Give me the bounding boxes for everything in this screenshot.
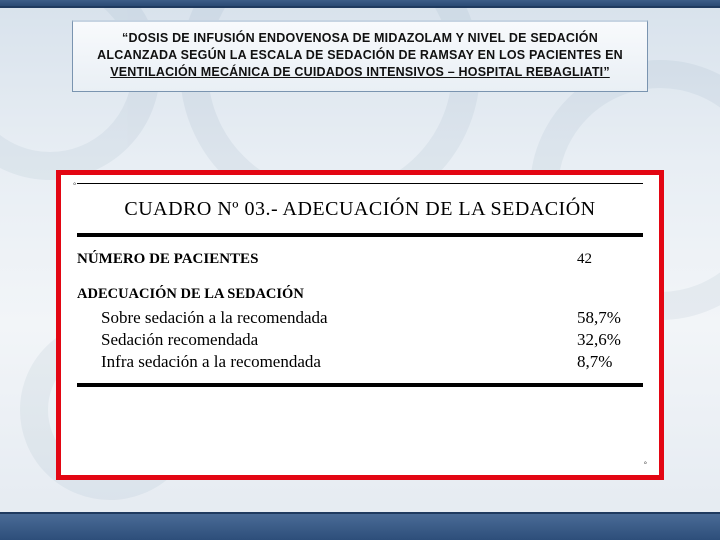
table-row: Sedación recomendada 32,6% xyxy=(101,329,643,351)
patients-label: NÚMERO DE PACIENTES xyxy=(77,251,258,268)
corner-mark-bottom-right: ° xyxy=(644,460,647,469)
slide-title-line1: “DOSIS DE INFUSIÓN ENDOVENOSA DE MIDAZOL… xyxy=(87,30,633,47)
row-value: 8,7% xyxy=(573,352,643,372)
row-label: Sedación recomendada xyxy=(101,330,258,350)
row-value: 32,6% xyxy=(573,330,643,350)
table-panel: ° CUADRO Nº 03.- ADECUACIÓN DE LA SEDACI… xyxy=(56,170,664,480)
top-bar xyxy=(0,0,720,8)
patients-row: NÚMERO DE PACIENTES 42 xyxy=(77,251,643,268)
slide-title-box: “DOSIS DE INFUSIÓN ENDOVENOSA DE MIDAZOL… xyxy=(72,20,648,92)
adequacy-rows: Sobre sedación a la recomendada 58,7% Se… xyxy=(77,303,643,383)
rule-bottom xyxy=(77,383,643,387)
row-value: 58,7% xyxy=(573,308,643,328)
table-heading: CUADRO Nº 03.- ADECUACIÓN DE LA SEDACIÓN xyxy=(77,184,643,233)
table-row: Infra sedación a la recomendada 8,7% xyxy=(101,351,643,373)
corner-mark-top-left: ° xyxy=(73,181,76,190)
patients-value: 42 xyxy=(573,251,643,268)
row-label: Sobre sedación a la recomendada xyxy=(101,308,328,328)
row-label: Infra sedación a la recomendada xyxy=(101,352,321,372)
bottom-bar xyxy=(0,512,720,540)
slide-title-line3: VENTILACIÓN MECÁNICA DE CUIDADOS INTENSI… xyxy=(87,64,633,81)
slide-title-line2: ALCANZADA SEGÚN LA ESCALA DE SEDACIÓN DE… xyxy=(87,47,633,64)
adequacy-section-label: ADECUACIÓN DE LA SEDACIÓN xyxy=(77,276,643,303)
table-row: Sobre sedación a la recomendada 58,7% xyxy=(101,307,643,329)
